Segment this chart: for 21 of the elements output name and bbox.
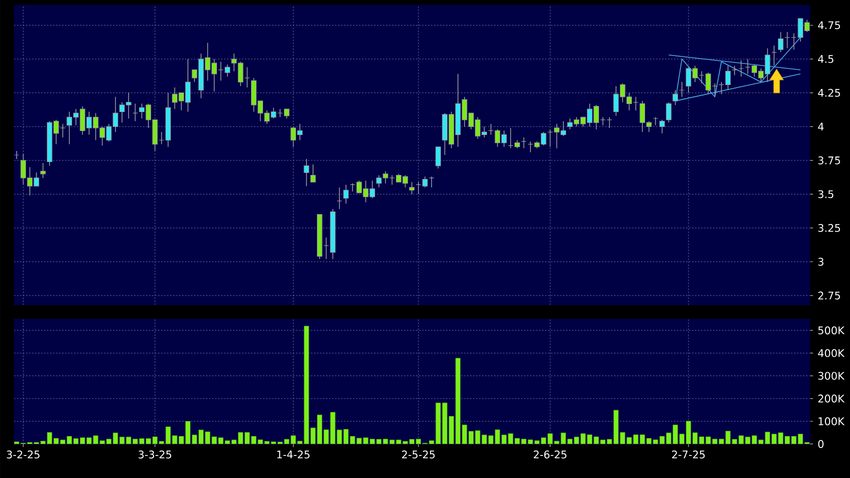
x-tick-label: 1-4-25 (277, 450, 310, 458)
y-tick-label: 500K (818, 326, 845, 334)
x-tick-label: 2-6-25 (534, 450, 566, 458)
y-tick-label: 3 (818, 258, 824, 266)
x-tick-label: 2-7-25 (672, 450, 705, 458)
y-tick-label: 4.5 (818, 55, 834, 63)
y-tick-label: 3.25 (818, 224, 840, 232)
y-tick-label: 3.5 (818, 190, 834, 198)
y-tick-label: 4 (818, 122, 824, 130)
y-tick-label: 2.75 (818, 292, 840, 300)
y-tick-label: 300K (818, 372, 845, 380)
y-tick-label: 0 (818, 440, 824, 448)
y-tick-label: 4.75 (818, 21, 840, 30)
y-tick-label: 4.25 (818, 88, 840, 97)
x-tick-label: 2-5-25 (402, 450, 435, 458)
x-tick-label: 3-2-25 (6, 450, 40, 458)
y-tick-label: 200K (818, 394, 845, 402)
y-tick-label: 400K (818, 349, 845, 358)
x-tick-label: 3-3-25 (138, 450, 172, 458)
y-tick-label: 3.75 (818, 156, 840, 164)
y-tick-label: 100K (818, 417, 845, 426)
